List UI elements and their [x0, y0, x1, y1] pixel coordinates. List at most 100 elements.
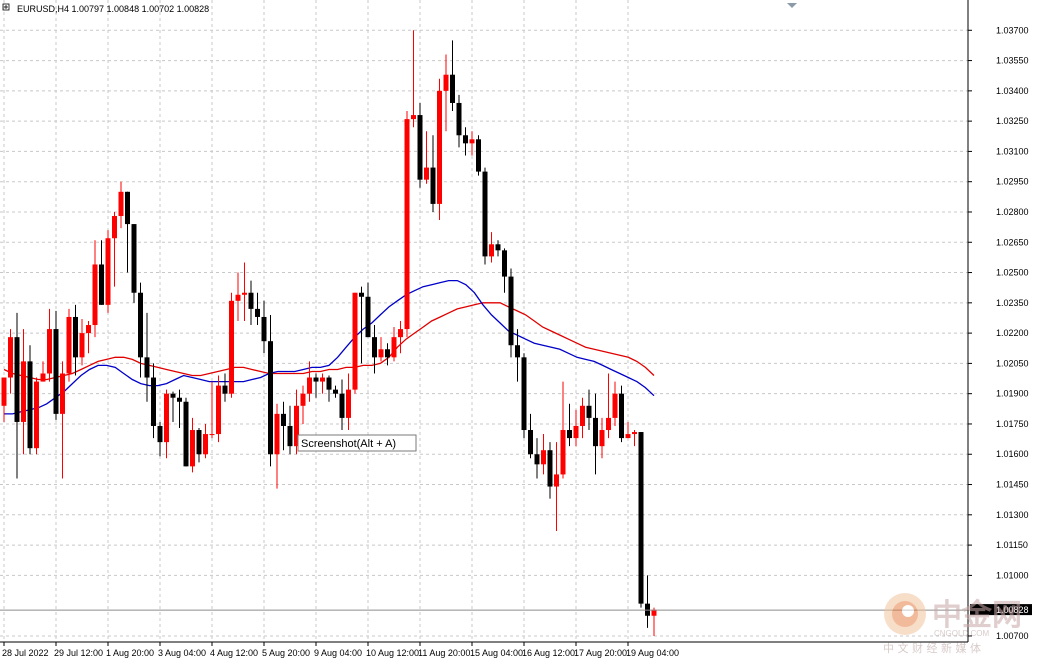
candle-body: [177, 397, 182, 402]
candle-bear: [248, 280, 254, 326]
candle-bull: [190, 417, 195, 473]
candle-body: [157, 425, 163, 443]
y-tick-label: 1.03250: [996, 116, 1029, 126]
y-tick-label: 1.01900: [996, 389, 1029, 399]
y-tick-label: 1.02050: [996, 358, 1029, 368]
watermark-brand: 中金网: [932, 598, 1022, 633]
watermark-site: CNGOLD.COM: [934, 629, 989, 638]
candle-body: [352, 292, 358, 390]
candle-bull: [612, 381, 618, 426]
candle-bull: [599, 417, 605, 459]
watermark-tagline: 中 文 财 经 新 媒 体: [883, 641, 981, 655]
candle-bull: [625, 421, 631, 439]
chart-header: EURUSD,H4 1.00797 1.00848 1.00702 1.0082…: [2, 3, 209, 14]
x-tick-label: 28 Jul 2022: [2, 648, 49, 658]
candle-body: [164, 393, 169, 443]
candle-body: [651, 609, 657, 616]
candle-body: [248, 292, 254, 309]
candle-body: [333, 389, 338, 394]
x-tick-label: 5 Aug 20:00: [262, 648, 310, 658]
candle-body: [196, 430, 202, 455]
candle-body: [229, 300, 234, 394]
candle-bear: [326, 375, 332, 402]
candle-body: [138, 292, 143, 358]
candle-bull: [651, 607, 657, 636]
candle-bear: [430, 135, 436, 212]
candle-body: [105, 238, 111, 305]
y-tick-label: 1.01750: [996, 419, 1029, 429]
candle-body: [560, 430, 566, 475]
candle-body: [21, 361, 26, 422]
current-price-tag: 1.00828: [970, 604, 1032, 616]
candle-bear: [313, 373, 319, 398]
candle-bull: [606, 373, 611, 439]
candle-bear: [268, 314, 273, 467]
candle-body: [151, 377, 156, 426]
candle-body: [261, 316, 267, 342]
candle-bull: [404, 111, 410, 338]
x-tick-label: 11 Aug 20:00: [418, 648, 470, 658]
candle-bear: [365, 282, 371, 338]
candle-bull: [489, 232, 494, 263]
candle-body: [47, 329, 52, 374]
candle-bear: [593, 393, 598, 475]
candle-body: [359, 292, 364, 297]
candle-body: [242, 292, 247, 295]
candle-body: [222, 385, 228, 394]
candle-body: [443, 74, 449, 91]
candle-body: [365, 296, 371, 338]
y-tick-label: 1.01150: [996, 540, 1028, 550]
candle-bull: [8, 329, 13, 394]
candle-body: [92, 264, 98, 326]
candle-bull: [560, 381, 566, 479]
candle-bear: [417, 102, 423, 188]
chart-shift-marker-icon[interactable]: [787, 3, 797, 8]
candle-bull: [1, 377, 7, 422]
candle-body: [274, 413, 280, 455]
candle-body: [307, 377, 312, 394]
candle-body: [294, 405, 299, 447]
candle-body: [541, 450, 546, 465]
candle-body: [60, 373, 65, 414]
candle-bull: [164, 389, 169, 459]
candle-bull: [203, 423, 208, 459]
candle-body: [385, 349, 390, 358]
candle-bear: [372, 325, 377, 374]
candle-bear: [131, 224, 137, 303]
candle-body: [586, 405, 592, 418]
y-tick-label: 1.03400: [996, 86, 1029, 96]
candle-bear: [359, 286, 364, 364]
candle-body: [326, 377, 332, 390]
tooltip-text: Screenshot(Alt + A): [301, 438, 396, 450]
candle-body: [638, 432, 644, 604]
candle-body: [203, 434, 208, 455]
candle-body: [567, 430, 572, 439]
candle-bull: [398, 321, 403, 354]
header-toggle-icon[interactable]: [2, 3, 10, 11]
y-tick-label: 1.02950: [996, 177, 1029, 187]
x-tick-label: 3 Aug 04:00: [158, 648, 206, 658]
candle-bear: [177, 389, 182, 428]
candle-bear: [586, 389, 592, 431]
candle-bull: [216, 375, 221, 443]
candle-bull: [437, 78, 442, 221]
candle-body: [287, 425, 293, 447]
candle-body: [495, 244, 501, 251]
candle-bull: [118, 181, 124, 229]
y-tick-label: 1.01450: [996, 480, 1029, 490]
candle-body: [469, 139, 475, 144]
candle-body: [482, 171, 488, 257]
candle-body: [235, 294, 241, 301]
x-tick-label: 15 Aug 04:00: [470, 648, 523, 658]
candle-body: [320, 377, 325, 382]
candle-body: [112, 216, 117, 239]
candle-bull: [580, 397, 585, 439]
ma-red-line: [3, 302, 655, 381]
candle-bull: [242, 262, 247, 321]
candle-body: [86, 325, 91, 334]
candle-bull: [92, 240, 98, 338]
candle-bear: [521, 353, 527, 439]
candle-bull: [541, 434, 546, 475]
